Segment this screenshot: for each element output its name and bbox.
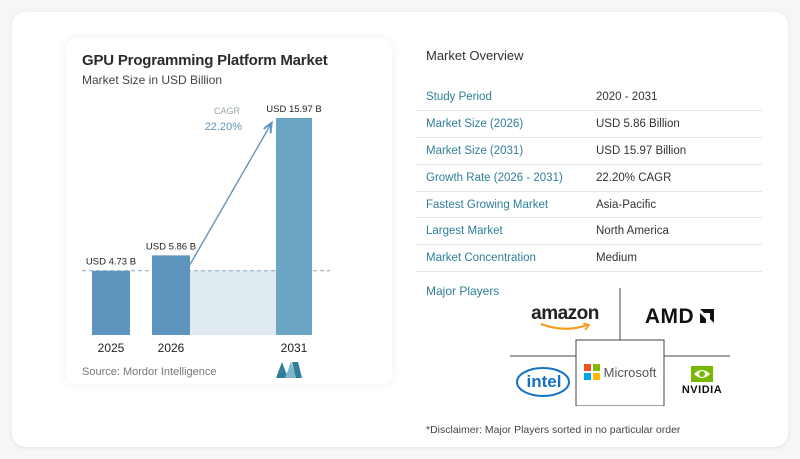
overview-label: Market Size (2031)	[426, 144, 524, 157]
bar-value-label: USD 4.73 B	[86, 257, 136, 268]
intel-swoosh-icon	[516, 367, 570, 397]
bar-value-label: USD 15.97 B	[266, 104, 321, 115]
overview-value: 22.20% CAGR	[596, 171, 672, 184]
nvidia-eye-icon	[691, 366, 713, 382]
bar-2026	[152, 255, 190, 335]
microsoft-logo: Microsoft	[578, 360, 662, 384]
overview-value: 2020 - 2031	[596, 91, 658, 104]
microsoft-wordmark: Microsoft	[603, 364, 657, 380]
x-tick-label: 2025	[98, 341, 125, 355]
source-note: Source: Mordor Intelligence	[82, 366, 217, 378]
chart-subtitle: Market Size in USD Billion	[82, 73, 223, 87]
intel-wordmark: intel	[526, 372, 562, 391]
cagr-value: 22.20%	[205, 121, 243, 133]
intel-logo: intel	[514, 362, 574, 402]
cagr-arrow	[187, 124, 271, 269]
players-title: Major Players	[426, 284, 500, 298]
overview-value: USD 5.86 Billion	[596, 118, 680, 131]
overview-row: Study Period 2020 - 2031	[416, 84, 762, 111]
overview-value: Medium	[596, 252, 637, 265]
amd-arrow-icon	[700, 309, 715, 323]
players-grid: amazon AMD intel Microsoft	[510, 288, 730, 406]
nvidia-wordmark: NVIDIA	[681, 384, 723, 396]
amazon-logo: amazon	[520, 300, 610, 336]
growth-band	[190, 270, 276, 335]
overview-title: Market Overview	[426, 48, 524, 63]
x-tick-label: 2031	[281, 341, 308, 355]
overview-label: Market Concentration	[426, 252, 536, 265]
overview-label: Growth Rate (2026 - 2031)	[426, 171, 563, 184]
nvidia-logo: NVIDIA	[674, 360, 730, 402]
overview-row: Market Size (2031) USD 15.97 Billion	[416, 138, 762, 165]
overview-value: North America	[596, 225, 669, 238]
cagr-label: CAGR	[214, 106, 241, 116]
overview-row: Largest Market North America	[416, 218, 762, 245]
overview-value: Asia-Pacific	[596, 198, 657, 211]
overview-table: Study Period 2020 - 2031 Market Size (2026…	[416, 84, 762, 272]
chart-title: GPU Programming Platform Market	[82, 52, 328, 69]
mordor-logo-icon	[276, 362, 302, 378]
microsoft-squares-icon	[583, 364, 600, 380]
amazon-smile-icon	[540, 323, 591, 331]
overview-label: Study Period	[426, 91, 492, 104]
overview-value: USD 15.97 Billion	[596, 144, 687, 157]
overview-row: Market Size (2026) USD 5.86 Billion	[416, 111, 762, 138]
amd-wordmark: AMD	[644, 305, 695, 328]
overview-label: Largest Market	[426, 225, 503, 238]
overview-row: Growth Rate (2026 - 2031) 22.20% CAGR	[416, 164, 762, 192]
x-tick-label: 2026	[158, 341, 185, 355]
bar-value-label: USD 5.86 B	[146, 241, 196, 252]
overview-label: Market Size (2026)	[426, 118, 524, 131]
disclaimer: *Disclaimer: Major Players sorted in no …	[426, 424, 681, 436]
bar-2031	[276, 118, 312, 335]
amazon-wordmark: amazon	[531, 303, 599, 324]
players-grid-lines	[510, 288, 730, 406]
overview-label: Fastest Growing Market	[426, 198, 549, 211]
bar-2025	[92, 270, 130, 335]
overview-row: Fastest Growing Market Asia-Pacific	[416, 191, 762, 218]
overview-row: Market Concentration Medium	[416, 245, 762, 272]
amd-logo: AMD	[630, 302, 730, 332]
